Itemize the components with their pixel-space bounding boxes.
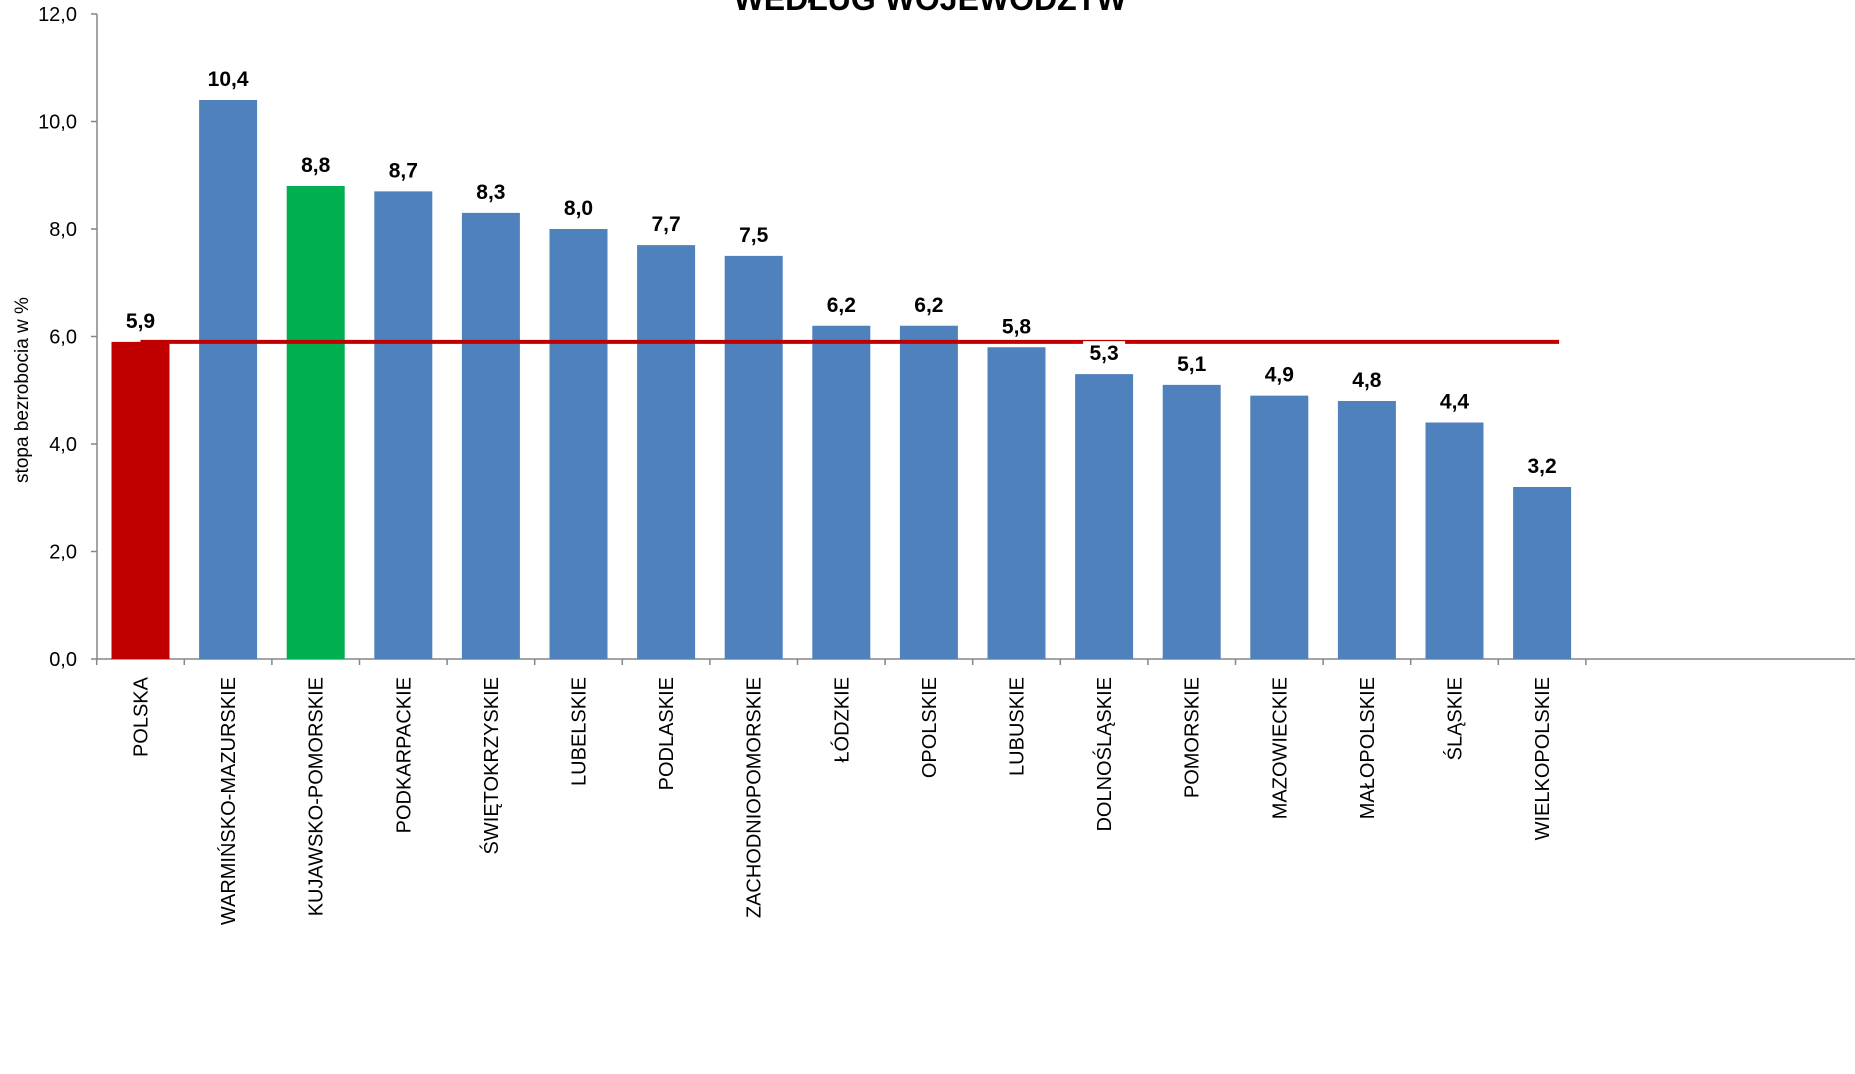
data-label-bg xyxy=(201,67,256,92)
data-label: 7,5 xyxy=(739,224,769,247)
data-label: 6,2 xyxy=(827,294,856,317)
data-label: 10,4 xyxy=(208,68,249,91)
data-label-bg xyxy=(557,196,600,221)
bar-10 xyxy=(987,347,1046,659)
bar-15 xyxy=(1425,422,1484,659)
y-tick-label: 2,0 xyxy=(49,542,77,564)
category-labels: POLSKA WARMIŃSKO-MAZURSKIE KUJAWSKO-POMORS… xyxy=(131,676,1555,925)
bar-13 xyxy=(1250,395,1309,659)
category-label: POMORSKIE xyxy=(1182,677,1204,798)
category-label: PODLASKIE xyxy=(656,677,678,790)
data-label-bg xyxy=(382,158,425,184)
category-label: WARMIŃSKO-MAZURSKIE xyxy=(217,677,240,925)
category-label: WIELKOPOLSKIE xyxy=(1532,677,1554,840)
bar-5 xyxy=(549,229,608,659)
axes xyxy=(91,13,1855,665)
bar-9 xyxy=(899,325,958,659)
category-label: MAZOWIECKIE xyxy=(1269,677,1291,819)
data-label: 3,2 xyxy=(1527,455,1556,478)
category-label: ŁÓDZKIE xyxy=(830,677,853,763)
data-label: 5,3 xyxy=(1089,342,1118,365)
y-axis-label: stopa bezrobocia w % xyxy=(12,297,33,483)
data-label-bg xyxy=(820,292,863,318)
category-label: KUJAWSKO-POMORSKIE xyxy=(306,677,328,916)
bar-0 xyxy=(111,341,170,659)
data-label: 4,8 xyxy=(1352,369,1382,392)
bar-1 xyxy=(199,100,258,659)
category-label: LUBUSKIE xyxy=(1007,677,1029,776)
bar-16 xyxy=(1513,487,1572,659)
category-label: PODKARPACKIE xyxy=(393,677,415,833)
category-label: MAŁOPOLSKIE xyxy=(1357,677,1379,819)
category-label: LUBELSKIE xyxy=(569,677,591,786)
data-label: 8,0 xyxy=(564,197,593,220)
data-label: 7,7 xyxy=(651,213,680,236)
bar-6 xyxy=(637,245,696,659)
y-tick-label: 6,0 xyxy=(49,327,77,349)
y-tick-label: 4,0 xyxy=(49,434,77,456)
data-label-bg xyxy=(1083,341,1126,367)
bar-11 xyxy=(1075,374,1134,659)
data-label: 5,9 xyxy=(126,310,155,333)
category-label: ZACHODNIOPOMORSKIE xyxy=(744,677,766,918)
data-label: 4,4 xyxy=(1440,391,1470,414)
data-label: 6,2 xyxy=(914,294,943,317)
category-label: POLSKA xyxy=(131,676,153,757)
data-label-bg xyxy=(732,222,775,248)
data-label: 8,8 xyxy=(301,154,331,177)
bar-12 xyxy=(1162,384,1221,659)
data-label-bg xyxy=(1433,389,1476,415)
data-label-bg xyxy=(119,308,162,334)
y-tick-labels: 0,0 2,0 4,0 6,0 8,0 10,0 12,0 xyxy=(38,4,77,671)
data-label: 5,8 xyxy=(1002,315,1032,338)
y-tick-label: 10,0 xyxy=(38,112,77,134)
data-label-bg xyxy=(1170,351,1213,377)
data-label-bg xyxy=(1521,454,1564,479)
chart-title: WEDŁUG WOJEWÓDZTW xyxy=(734,0,1128,17)
data-label-bg xyxy=(1345,368,1388,393)
y-tick-label: 0,0 xyxy=(49,649,77,671)
bar-2 xyxy=(286,186,345,659)
bar-3 xyxy=(374,191,433,659)
bars xyxy=(111,100,1572,659)
category-label: DOLNOŚLĄSKIE xyxy=(1092,677,1116,832)
data-label-bg xyxy=(469,179,512,205)
category-label: ŚWIĘTOKRZYSKIE xyxy=(479,677,503,854)
data-label-bg xyxy=(1258,362,1301,388)
data-label: 4,9 xyxy=(1265,364,1294,387)
bar-7 xyxy=(724,255,783,659)
y-tick-label: 8,0 xyxy=(49,219,77,241)
bar-4 xyxy=(461,212,520,659)
data-label: 8,7 xyxy=(389,159,418,182)
data-label-bg xyxy=(645,212,688,238)
data-label-bg xyxy=(294,153,337,178)
category-label: ŚLĄSKIE xyxy=(1443,677,1467,760)
bar-14 xyxy=(1337,401,1396,659)
bar-8 xyxy=(812,325,871,659)
category-label: OPOLSKIE xyxy=(919,677,941,778)
data-labels: 5,9 10,4 8,8 8,7 8,3 8,0 7,7 7,5 6,2 6,2 5,8 5,3 5,1… xyxy=(119,67,1564,479)
data-label: 8,3 xyxy=(476,181,505,204)
data-label-bg xyxy=(907,292,950,318)
y-tick-label: 12,0 xyxy=(38,4,77,26)
data-label-bg xyxy=(995,314,1038,340)
data-label: 5,1 xyxy=(1177,353,1207,376)
